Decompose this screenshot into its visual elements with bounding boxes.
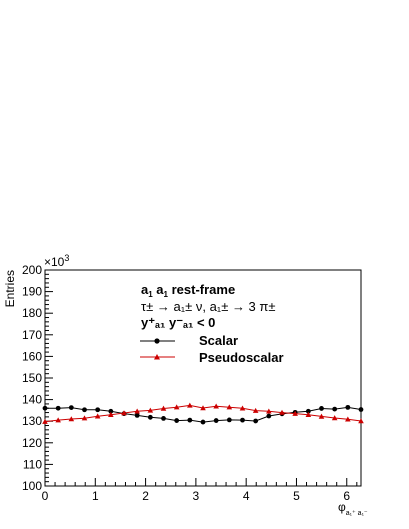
data-point-pseudoscalar	[108, 411, 114, 417]
data-point-scalar	[266, 413, 272, 419]
data-point-pseudoscalar	[81, 415, 88, 421]
data-point-pseudoscalar	[266, 408, 272, 414]
x-tick-label: 5	[293, 489, 300, 503]
x-tick-label: 3	[193, 489, 200, 503]
legend: Scalar Pseudoscalar	[140, 333, 284, 365]
x-tick-label: 6	[343, 489, 350, 503]
data-point-scalar	[42, 405, 48, 411]
series-layer	[42, 402, 364, 425]
data-point-pseudoscalar	[305, 411, 312, 417]
y-tick-label: 160	[22, 349, 42, 363]
data-point-scalar	[68, 405, 74, 410]
data-point-scalar	[200, 419, 206, 425]
data-point-pseudoscalar	[279, 409, 285, 415]
data-point-scalar	[174, 418, 180, 423]
data-point-pseudoscalar	[345, 416, 351, 422]
y-multiplier-base: ×10	[44, 255, 65, 269]
annotation-frame: a1 a1 rest-frame	[141, 282, 235, 299]
data-point-pseudoscalar	[94, 413, 101, 419]
data-point-pseudoscalar	[358, 418, 364, 424]
legend-pseudoscalar-label: Pseudoscalar	[199, 350, 284, 365]
data-point-pseudoscalar	[213, 403, 219, 409]
data-point-scalar	[332, 406, 338, 412]
data-point-scalar	[319, 406, 324, 411]
data-point-scalar	[226, 417, 232, 423]
y-tick-label: 170	[22, 328, 42, 342]
data-point-scalar	[82, 407, 87, 413]
data-point-scalar	[345, 404, 351, 410]
data-point-pseudoscalar	[252, 407, 259, 413]
legend-pseudoscalar-marker	[154, 354, 160, 360]
x-tick-label: 4	[243, 489, 250, 503]
data-point-scalar	[305, 408, 311, 414]
data-point-pseudoscalar	[160, 405, 167, 411]
y-tick-label: 190	[22, 285, 42, 299]
y-tick-label: 120	[22, 436, 42, 450]
data-point-scalar	[55, 405, 61, 411]
y-axis-label: Entries	[3, 270, 17, 307]
y-multiplier-exponent: 3	[64, 253, 69, 263]
y-tick-label: 100	[22, 479, 42, 493]
y-tick-label: 180	[22, 306, 42, 320]
data-point-scalar	[95, 407, 101, 413]
legend-scalar-label: Scalar	[199, 333, 238, 348]
legend-scalar-marker	[154, 338, 160, 344]
data-point-pseudoscalar	[134, 408, 140, 414]
data-point-scalar	[213, 418, 219, 423]
data-point-pseudoscalar	[42, 418, 48, 424]
y-tick-label: 150	[22, 371, 42, 385]
data-point-scalar	[108, 408, 114, 414]
x-tick-label: 1	[92, 489, 99, 503]
y-tick-label: 140	[22, 393, 42, 407]
x-axis-label-main: φ	[338, 500, 346, 514]
data-point-scalar	[147, 414, 153, 420]
x-ticks: 0 1 2 3 4 5 6	[42, 478, 358, 503]
data-point-pseudoscalar	[292, 410, 298, 416]
data-point-scalar	[240, 417, 245, 423]
y-tick-label: 110	[23, 457, 42, 471]
data-point-scalar	[358, 407, 364, 412]
data-point-pseudoscalar	[239, 405, 246, 411]
y-tick-label: 130	[22, 414, 42, 428]
y-ticks: 100 110 120 130 140 150 160 170 180 190 200	[22, 263, 53, 493]
data-point-pseudoscalar	[55, 417, 61, 423]
x-tick-label: 2	[142, 489, 149, 503]
data-point-pseudoscalar	[331, 415, 338, 421]
x-tick-label: 0	[42, 489, 49, 503]
annotation-cut: y⁺ₐ₁ y⁻ₐ₁ < 0	[141, 315, 215, 330]
x-axis-label-sub: a₁⁺ a₁⁻	[346, 510, 368, 517]
data-point-pseudoscalar	[173, 404, 180, 410]
data-point-pseudoscalar	[121, 410, 127, 416]
data-point-scalar	[187, 417, 193, 423]
data-point-pseudoscalar	[226, 404, 233, 410]
data-point-pseudoscalar	[147, 407, 154, 413]
data-point-pseudoscalar	[187, 402, 193, 408]
annotation-decay: τ± → a₁± ν, a₁± → 3 π±	[141, 299, 276, 314]
data-point-pseudoscalar	[200, 405, 206, 411]
data-point-pseudoscalar	[68, 416, 75, 422]
data-point-scalar	[134, 412, 140, 418]
data-point-scalar	[161, 415, 166, 421]
data-point-pseudoscalar	[318, 413, 325, 419]
y-multiplier: ×103	[44, 253, 69, 269]
x-axis-label: φa₁⁺ a₁⁻	[338, 500, 368, 517]
data-point-scalar	[253, 418, 259, 424]
y-tick-label: 200	[22, 263, 42, 277]
